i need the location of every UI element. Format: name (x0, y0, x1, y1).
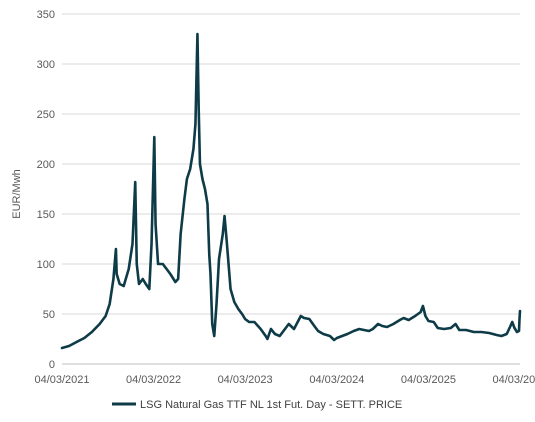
y-tick-label: 250 (37, 109, 55, 121)
x-tick-label: 04/03/2026 (492, 374, 535, 386)
y-tick-label: 50 (43, 309, 55, 321)
x-tick-label: 04/03/2021 (34, 374, 89, 386)
x-tick-label: 04/03/2024 (309, 374, 364, 386)
x-tick-label: 04/03/2025 (401, 374, 456, 386)
x-axis: 04/03/2021 04/03/2022 04/03/2023 04/03/2024… (34, 363, 535, 386)
y-tick-label: 300 (37, 59, 55, 71)
y-axis-title: EUR/Mwh (11, 169, 23, 219)
y-axis: 0 50 100 150 200 250 300 350 (37, 9, 55, 371)
series-layer (60, 32, 522, 350)
legend: LSG Natural Gas TTF NL 1st Fut. Day - SE… (112, 399, 402, 411)
x-tick-label: 04/03/2022 (126, 374, 181, 386)
legend-label: LSG Natural Gas TTF NL 1st Fut. Day - SE… (140, 399, 402, 411)
y-tick-label: 350 (37, 9, 55, 21)
y-tick-label: 0 (49, 359, 55, 371)
series-line (60, 32, 522, 350)
y-tick-label: 150 (37, 209, 55, 221)
x-tick-label: 04/03/2023 (218, 374, 273, 386)
y-tick-label: 100 (37, 259, 55, 271)
y-tick-label: 200 (37, 159, 55, 171)
gridlines (62, 13, 520, 315)
